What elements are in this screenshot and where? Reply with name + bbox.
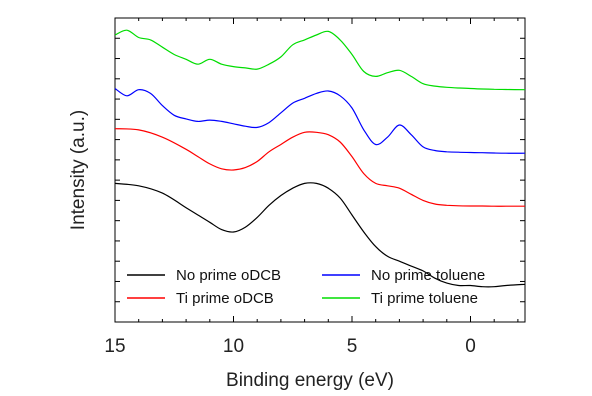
x-tick-label: 0	[465, 336, 476, 357]
x-tick-label: 5	[347, 336, 358, 357]
y-axis-label: Intensity (a.u.)	[68, 110, 89, 230]
series-line-1	[114, 128, 525, 207]
x-tick-label: 10	[223, 336, 244, 357]
legend-label: Ti prime toluene	[371, 290, 478, 307]
series-line-2	[114, 87, 526, 154]
plot-area	[114, 17, 526, 323]
x-tick-label: 15	[104, 336, 125, 357]
x-axis-label: Binding energy (eV)	[226, 370, 394, 391]
series-line-3	[114, 29, 526, 91]
legend-label: Ti prime oDCB	[176, 290, 274, 307]
plot-frame	[114, 17, 526, 323]
series-lines	[114, 29, 526, 288]
series-line-0	[114, 182, 526, 288]
legend: No prime oDCB No prime toluene Ti prime oD…	[127, 267, 485, 307]
x-axis-ticks: 15 10 5 0	[104, 18, 519, 357]
legend-label: No prime toluene	[371, 267, 485, 284]
legend-label: No prime oDCB	[176, 267, 281, 284]
y-axis-ticks	[115, 37, 525, 303]
